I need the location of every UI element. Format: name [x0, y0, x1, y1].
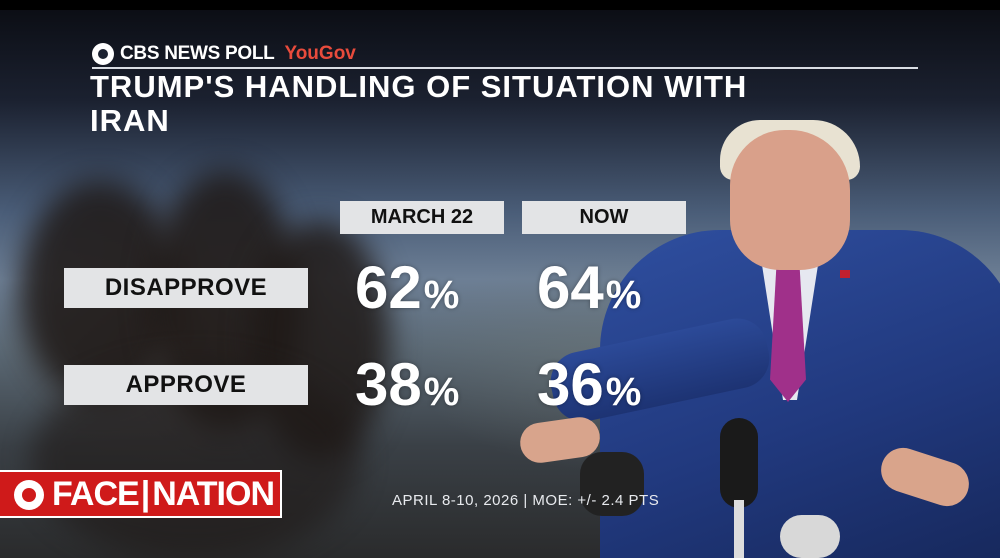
disapprove-now-value: 64% [537, 258, 641, 318]
percent-number: 64 [537, 254, 604, 321]
row-label-approve: APPROVE [64, 365, 308, 405]
poll-branding: CBS NEWS POLL YouGov [92, 43, 356, 65]
speaker-head [730, 130, 850, 270]
show-logo-divider: | [140, 474, 151, 513]
face-the-nation-logo: FACE | NATION [0, 470, 282, 518]
percent-sign: % [423, 273, 460, 317]
percent-number: 38 [355, 351, 422, 418]
letterbox-band [0, 0, 1000, 10]
speaker-tie [770, 252, 806, 402]
percent-sign: % [605, 273, 642, 317]
approve-march-value: 38% [355, 355, 459, 415]
title-divider [92, 67, 918, 69]
percent-sign: % [605, 370, 642, 414]
column-header-now: NOW [522, 201, 686, 234]
microphone-stand [734, 500, 744, 558]
row-label-disapprove: DISAPPROVE [64, 268, 308, 308]
microphone-icon [580, 452, 644, 516]
brand-partner: YouGov [284, 43, 356, 64]
percent-sign: % [423, 370, 460, 414]
show-logo-left: FACE [52, 474, 140, 513]
poll-source-note: APRIL 8-10, 2026 | MOE: +/- 2.4 PTS [392, 492, 660, 509]
flag-pin-icon [840, 270, 850, 278]
percent-number: 62 [355, 254, 422, 321]
speaker-photo [517, 120, 1000, 558]
microphone-icon [720, 418, 758, 508]
disapprove-march-value: 62% [355, 258, 459, 318]
approve-now-value: 36% [537, 355, 641, 415]
column-header-march: MARCH 22 [340, 201, 504, 234]
percent-number: 36 [537, 351, 604, 418]
poll-title: TRUMP'S HANDLING OF SITUATION WITH IRAN [90, 69, 748, 138]
show-logo-right: NATION [152, 474, 275, 513]
cbs-eye-icon [92, 43, 114, 65]
cbs-eye-icon [14, 480, 44, 510]
microphone-icon [780, 515, 840, 558]
brand-network: CBS NEWS POLL [120, 43, 275, 64]
